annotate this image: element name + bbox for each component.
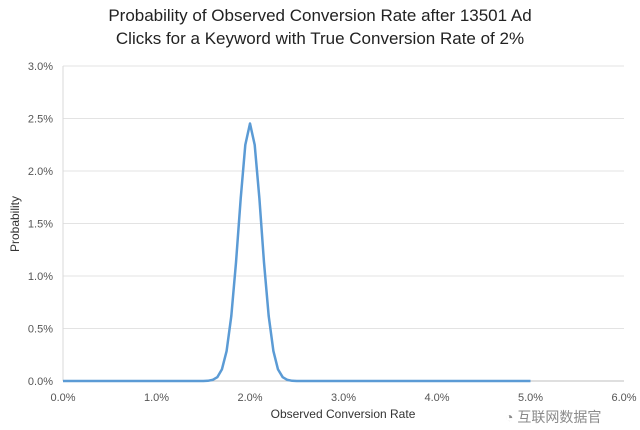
y-tick-label: 1.0%	[28, 271, 53, 283]
y-tick-label: 2.5%	[28, 114, 53, 126]
x-tick-label: 5.0%	[518, 392, 543, 404]
y-tick-label: 1.5%	[28, 219, 53, 231]
x-axis-label: Observed Conversion Rate	[271, 407, 416, 421]
wechat-icon: ◔	[505, 409, 514, 425]
chart-title: Probability of Observed Conversion Rate …	[108, 6, 532, 48]
x-tick-label: 4.0%	[424, 392, 449, 404]
y-tick-label: 0.5%	[28, 324, 53, 336]
y-tick-label: 2.0%	[28, 166, 53, 178]
x-tick-label: 1.0%	[144, 392, 169, 404]
series-line	[63, 122, 531, 383]
x-tick-label: 0.0%	[50, 392, 75, 404]
watermark: ◔ 互联网数据官	[505, 409, 601, 425]
y-axis-label: Probability	[8, 196, 22, 252]
x-tick-label: 2.0%	[237, 392, 262, 404]
y-tick-label: 3.0%	[28, 61, 53, 73]
y-tick-label: 0.0%	[28, 376, 53, 388]
watermark-text: 互联网数据官	[517, 409, 602, 425]
x-tick-label: 3.0%	[331, 392, 356, 404]
x-tick-label: 6.0%	[611, 392, 636, 404]
